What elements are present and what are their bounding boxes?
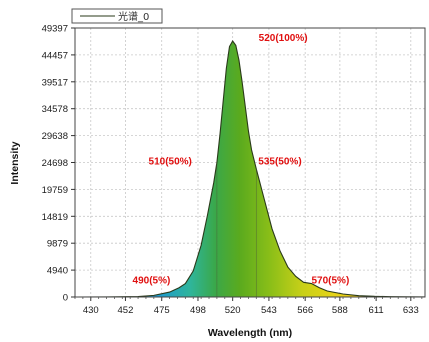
- x-tick-label: 588: [332, 305, 348, 316]
- y-tick-label: 14819: [42, 212, 68, 223]
- x-tick-label: 452: [118, 305, 134, 316]
- y-tick-label: 49397: [42, 24, 68, 35]
- legend-entry-label: 光谱_0: [118, 10, 149, 23]
- x-axis-ticks: 430 452 475 498 520 543 566 588 611 633: [74, 297, 423, 316]
- y-axis-ticks: 0 4940 9879 14819 19759 24698 29638 34578 39517 4…: [42, 24, 75, 304]
- x-tick-label: 475: [154, 305, 170, 316]
- annotation-label: 535(50%): [258, 157, 301, 168]
- x-tick-label: 611: [369, 305, 384, 316]
- y-tick-label: 0: [63, 293, 68, 304]
- spectrum-fill: [75, 41, 425, 297]
- annotation-label: 570(5%): [311, 276, 349, 287]
- y-tick-label: 34578: [42, 104, 68, 115]
- x-tick-label: 520: [225, 305, 241, 316]
- x-axis-title: Wavelength (nm): [208, 327, 292, 339]
- y-tick-label: 24698: [42, 158, 68, 169]
- y-tick-label: 44457: [42, 50, 68, 61]
- y-tick-label: 4940: [47, 266, 68, 277]
- legend[interactable]: 光谱_0: [71, 8, 163, 24]
- marker-lines: [216, 162, 257, 297]
- y-axis-title: Intensity: [9, 141, 21, 184]
- annotation-label: 520(100%): [259, 33, 308, 44]
- x-tick-label: 498: [190, 305, 206, 316]
- x-tick-label: 633: [403, 305, 419, 316]
- legend-box: [71, 8, 163, 24]
- x-tick-label: 430: [83, 305, 99, 316]
- spectrum-area: [74, 40, 426, 298]
- y-tick-label: 39517: [42, 77, 68, 88]
- y-tick-label: 19759: [42, 185, 68, 196]
- x-tick-label: 566: [297, 305, 313, 316]
- y-tick-label: 9879: [47, 239, 68, 250]
- annotation-label: 510(50%): [149, 157, 192, 168]
- x-tick-label: 543: [261, 305, 277, 316]
- spectrum-line: [74, 40, 426, 298]
- y-tick-label: 29638: [42, 131, 68, 142]
- annotation-label: 490(5%): [133, 276, 171, 287]
- peak-annotations: 520(100%) 510(50%) 535(50%) 490(5%) 570(5%): [133, 33, 350, 286]
